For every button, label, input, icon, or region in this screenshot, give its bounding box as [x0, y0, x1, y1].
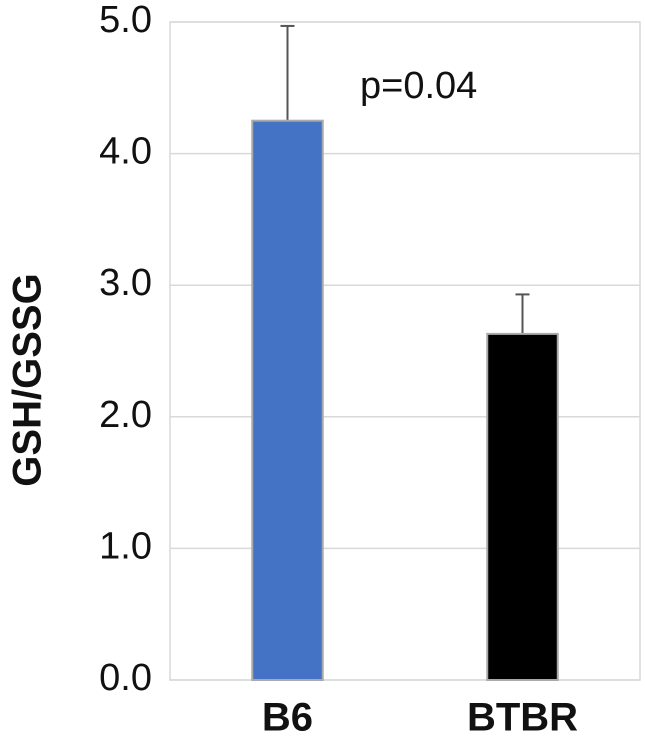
y-tick-label: 4.0	[99, 131, 152, 173]
y-tick-label: 1.0	[99, 525, 152, 567]
bar	[251, 119, 324, 681]
x-tick-label: BTBR	[467, 696, 578, 740]
y-tick-label: 2.0	[99, 394, 152, 436]
bar	[486, 332, 559, 681]
y-axis-label: GSH/GSSG	[6, 273, 50, 486]
annotation: p=0.04	[360, 65, 477, 107]
y-tick-label: 0.0	[99, 657, 152, 699]
y-tick-label: 3.0	[99, 262, 152, 304]
y-tick-label: 5.0	[99, 0, 152, 41]
x-tick-label: B6	[262, 696, 313, 740]
plot-frame	[169, 21, 641, 681]
